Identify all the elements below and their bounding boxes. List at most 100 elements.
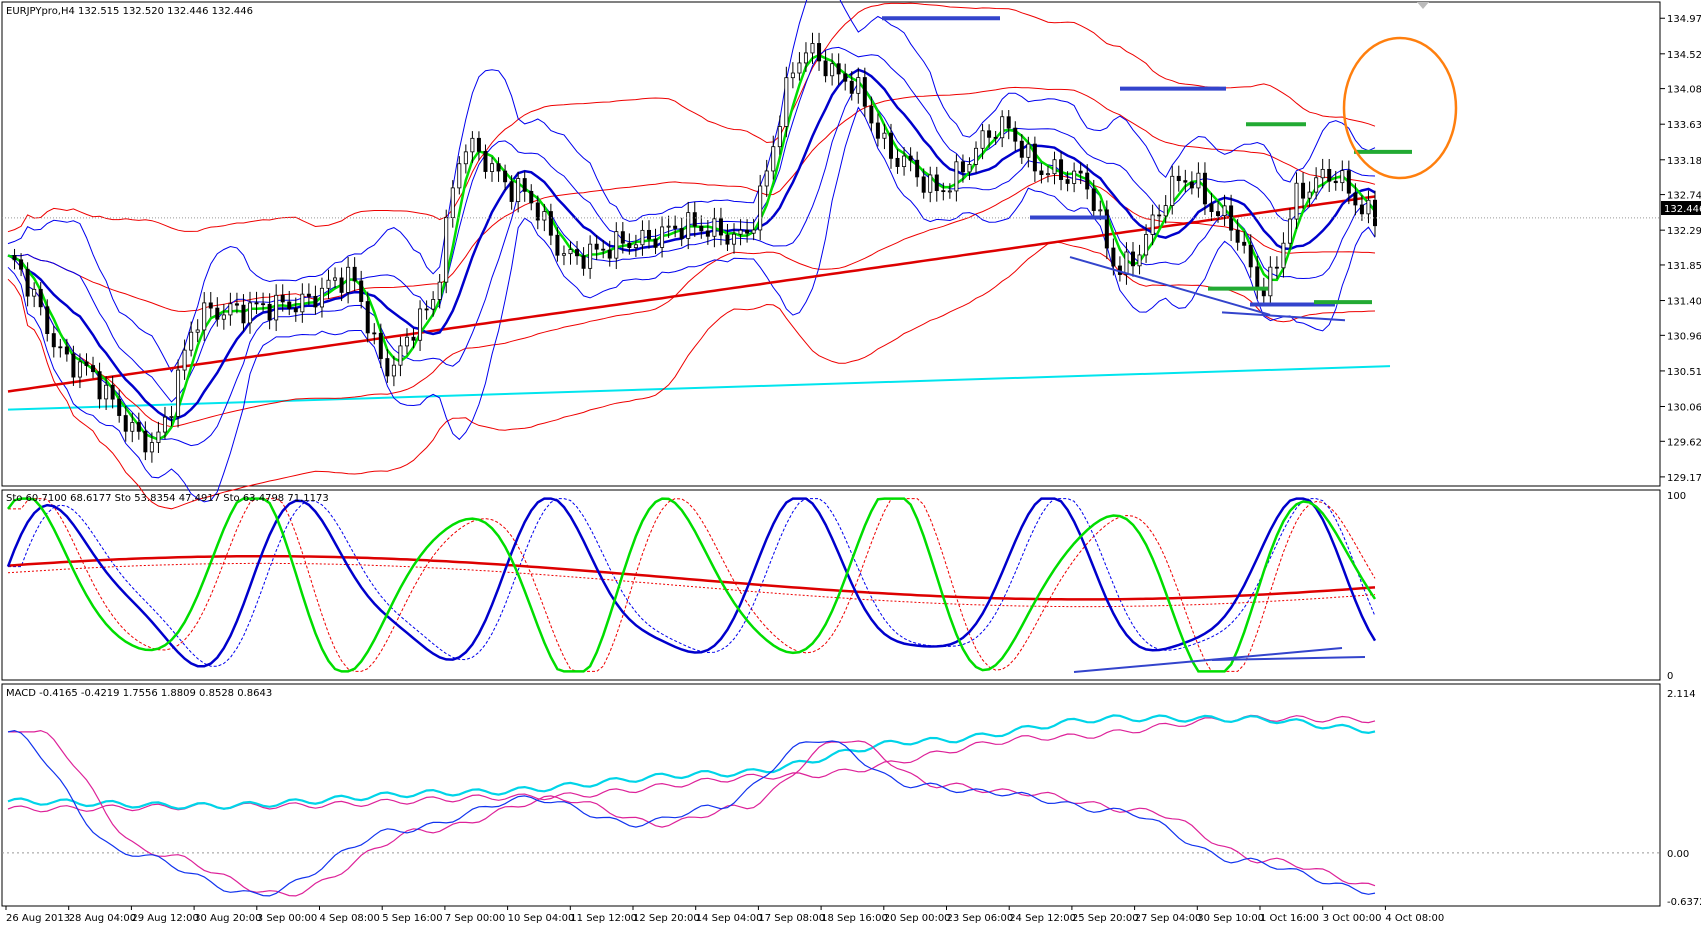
candle-body — [1130, 251, 1135, 267]
candle-body — [666, 225, 671, 228]
candle-body — [169, 416, 174, 418]
candle-body — [110, 384, 115, 400]
candle-body — [221, 314, 226, 320]
candle-body — [1307, 191, 1312, 199]
candle-body — [535, 202, 540, 221]
candle-body — [293, 308, 298, 313]
trendline — [1221, 311, 1346, 322]
candle-body — [790, 72, 795, 79]
time-tick-label: 28 Aug 04:00 — [69, 913, 136, 924]
candle-body — [431, 299, 436, 310]
red-lower-band — [7, 241, 1376, 510]
candle-body — [797, 62, 802, 74]
candle-body — [1032, 143, 1037, 172]
stoch-fast-signal-line — [8, 498, 1376, 672]
candle-body — [1287, 218, 1292, 244]
time-tick-label: 11 Sep 12:00 — [570, 913, 637, 924]
time-tick-label: 12 Sep 20:00 — [633, 913, 700, 924]
candle-body — [1216, 211, 1221, 216]
candle-body — [385, 358, 390, 377]
candle-body — [751, 229, 756, 234]
candle-body — [928, 174, 933, 193]
candle-body — [97, 371, 102, 400]
candle-body — [732, 233, 737, 245]
candle-body — [1157, 214, 1162, 217]
candle-body — [411, 336, 416, 341]
time-tick-label: 30 Aug 20:00 — [194, 913, 261, 924]
candle-body — [614, 231, 619, 259]
candle-body — [1091, 188, 1096, 211]
candle-body — [888, 132, 893, 159]
candle-body — [692, 212, 697, 227]
candle-body — [71, 353, 76, 378]
candle-body — [941, 190, 946, 193]
candle-body — [993, 136, 998, 139]
candle-body — [404, 336, 409, 347]
scroll-shift-marker-icon[interactable] — [1417, 2, 1429, 9]
candle-body — [1359, 204, 1364, 215]
candle-body — [1019, 140, 1024, 158]
candle-body — [359, 280, 364, 302]
candle-body — [398, 345, 403, 366]
candle-body — [542, 211, 547, 221]
candle-body — [718, 218, 723, 236]
candle-body — [843, 73, 848, 82]
price-tick-label: 134.080 — [1667, 85, 1701, 96]
candle-body — [640, 229, 645, 246]
candle-body — [810, 43, 815, 54]
candle-body — [12, 255, 17, 261]
candle-body — [849, 80, 854, 94]
candle-body — [1124, 251, 1129, 275]
candle-body — [1006, 116, 1011, 129]
candle-body — [1072, 170, 1077, 184]
candle-body — [987, 130, 992, 138]
candle-body — [594, 243, 599, 250]
time-tick-label: 30 Sep 10:00 — [1197, 913, 1264, 924]
candle-body — [261, 303, 266, 306]
candle-body — [202, 302, 207, 331]
candle-body — [84, 361, 89, 366]
candle-body — [195, 329, 200, 333]
stoch-trendline — [1073, 647, 1343, 673]
candle-body — [470, 137, 475, 153]
candle-body — [418, 308, 423, 341]
red-inner-upper-band — [8, 86, 1376, 313]
candle-body — [1333, 180, 1338, 184]
candle-body — [143, 430, 148, 453]
candle-body — [45, 306, 50, 334]
level-line — [7, 365, 1391, 411]
candle-body — [869, 105, 874, 124]
macd-panel — [2, 714, 1660, 897]
candle-body — [686, 212, 691, 239]
candle-body — [908, 155, 913, 161]
candle-body — [947, 190, 952, 193]
candle-body — [1189, 181, 1194, 189]
candle-body — [208, 302, 213, 309]
candle-body — [104, 384, 109, 400]
candle-body — [1150, 214, 1155, 235]
candle-body — [882, 132, 887, 139]
price-panel-frame — [1, 1, 1661, 487]
trendline — [1069, 256, 1271, 316]
candle-body — [1137, 254, 1142, 267]
price-tick-label: 130.960 — [1667, 331, 1701, 342]
stoch-long-line — [7, 554, 1376, 601]
candle-body — [1111, 247, 1116, 267]
candle-body — [130, 422, 135, 432]
candle-body — [1026, 143, 1031, 158]
candle-body — [189, 331, 194, 351]
candle-body — [627, 242, 632, 248]
candle-body — [1366, 199, 1371, 215]
candle-body — [267, 303, 272, 321]
candle-body — [117, 398, 122, 416]
candle-body — [1301, 182, 1306, 199]
candle-body — [1373, 199, 1378, 227]
candle-body — [784, 77, 789, 127]
stoch-long-signal-line — [7, 562, 1376, 608]
candle-body — [1248, 244, 1253, 268]
candle-body — [1078, 170, 1083, 174]
time-tick-label: 25 Sep 20:00 — [1072, 913, 1139, 924]
candle-body — [1013, 127, 1018, 142]
candle-body — [254, 302, 259, 305]
